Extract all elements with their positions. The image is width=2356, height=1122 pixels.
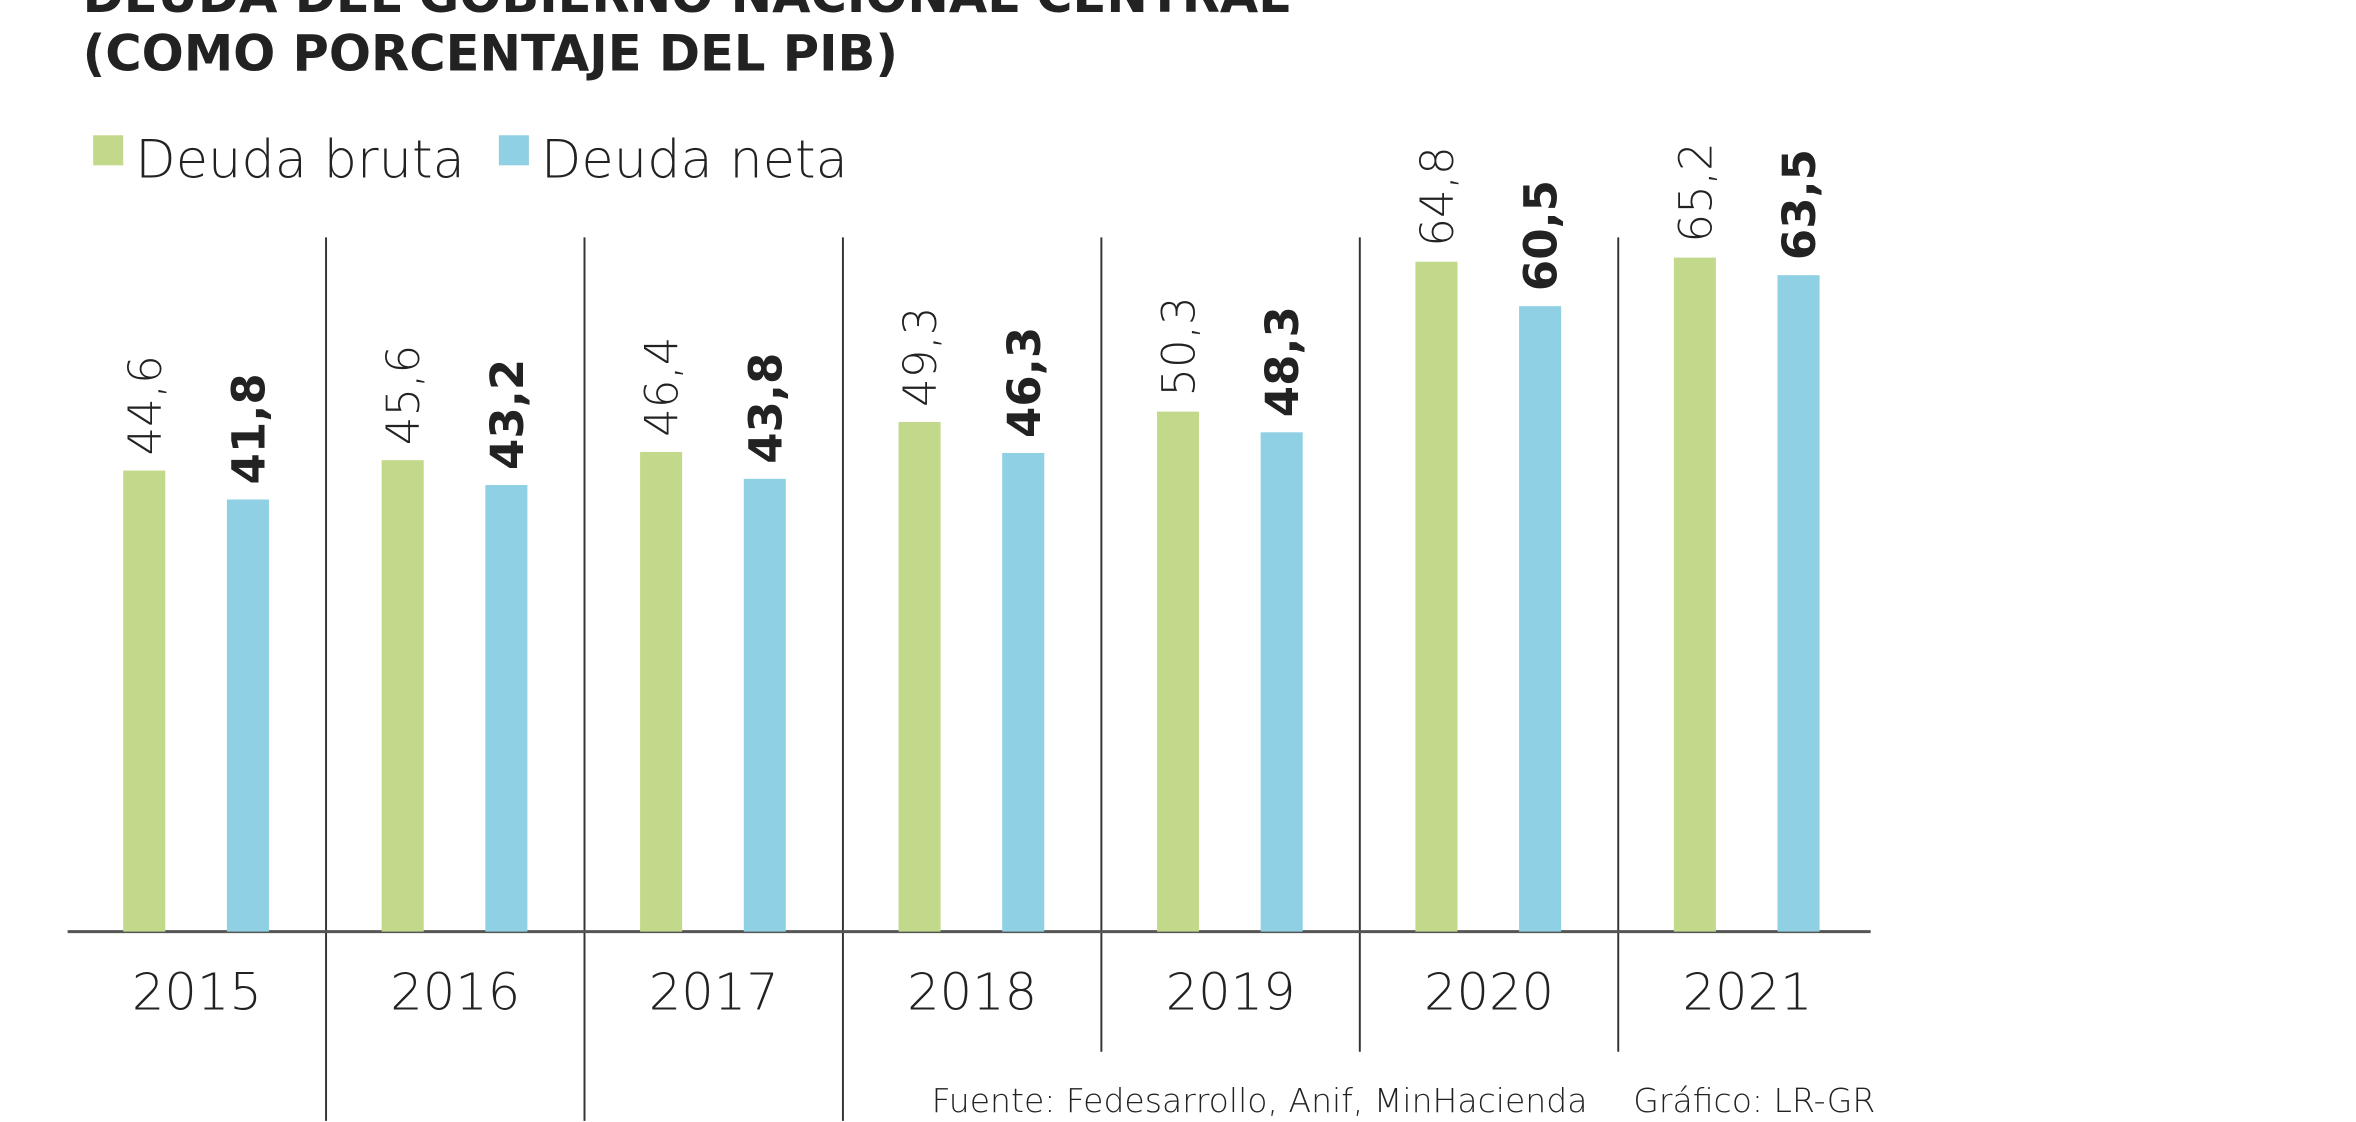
bar	[1260, 432, 1303, 932]
bar	[485, 485, 528, 932]
value-label: 44,6	[119, 355, 172, 455]
bar	[898, 421, 941, 932]
value-label: 64,8	[1411, 146, 1464, 246]
value-label: 46,3	[998, 327, 1051, 438]
bar	[1519, 306, 1562, 932]
value-label: 49,3	[894, 307, 947, 407]
bar	[1777, 275, 1820, 932]
legend-swatch	[498, 135, 529, 166]
value-label: 43,2	[481, 359, 534, 470]
bar	[1673, 257, 1716, 932]
credit: Gráfico: LR-GR	[1633, 1081, 1875, 1120]
value-label: 48,3	[1256, 306, 1309, 417]
bar	[1002, 452, 1045, 932]
bar	[123, 470, 166, 932]
bar	[226, 499, 269, 932]
bar	[640, 451, 683, 932]
x-tick-label: 2017	[649, 964, 779, 1023]
value-label: 41,8	[222, 373, 275, 484]
x-tick-label: 2021	[1682, 964, 1812, 1023]
value-label: 46,4	[636, 337, 689, 437]
legend-label: Deuda neta	[541, 129, 848, 190]
x-tick-label: 2019	[1166, 964, 1296, 1023]
x-tick-label: 2018	[907, 964, 1037, 1023]
value-label: 43,8	[739, 353, 792, 464]
bar	[381, 460, 424, 932]
value-label: 45,6	[377, 345, 430, 445]
value-label: 63,5	[1773, 149, 1826, 260]
value-label: 50,3	[1153, 296, 1206, 396]
value-label: 65,2	[1669, 142, 1722, 242]
bar	[1156, 411, 1200, 932]
bar	[743, 478, 786, 932]
chart-title: DEUDA DEL GOBIERNO NACIONAL CENTRAL	[83, 0, 1290, 24]
x-tick-label: 2016	[390, 964, 520, 1023]
bar	[1415, 261, 1458, 932]
x-tick-label: 2015	[132, 964, 262, 1023]
legend-swatch	[93, 135, 124, 166]
source: Fuente: Fedesarrollo, Anif, MinHacienda	[932, 1081, 1588, 1120]
x-tick-label: 2020	[1424, 964, 1554, 1023]
value-label: 60,5	[1515, 180, 1568, 291]
legend-label: Deuda bruta	[135, 129, 465, 190]
chart-subtitle: (COMO PORCENTAJE DEL PIB)	[83, 25, 898, 83]
